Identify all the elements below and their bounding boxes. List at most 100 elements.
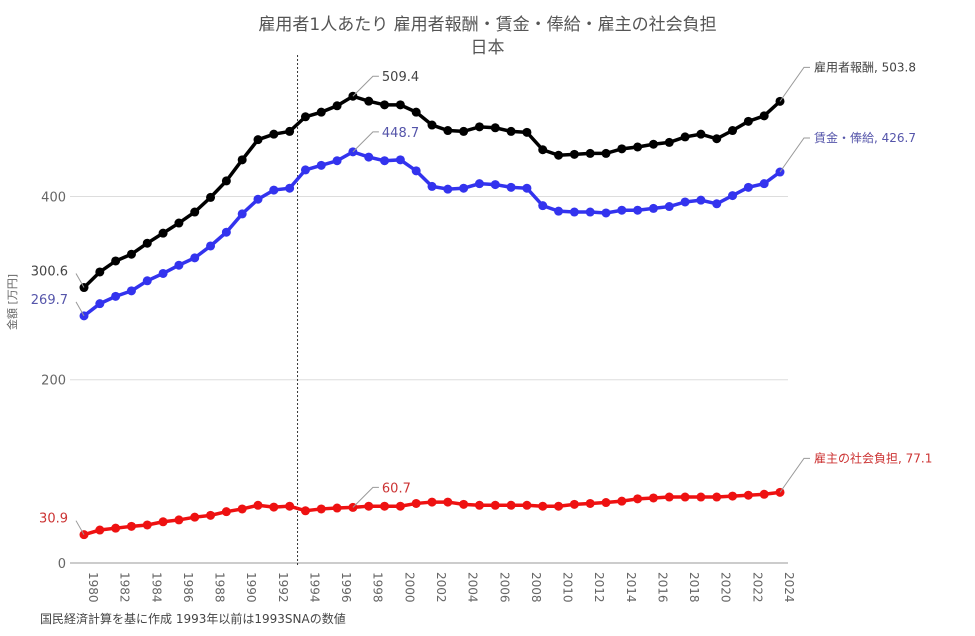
data-point (411, 107, 421, 117)
data-point (759, 111, 769, 121)
data-point (95, 299, 105, 309)
data-point (712, 134, 722, 144)
data-point (126, 286, 136, 296)
data-point (332, 101, 342, 111)
data-point (633, 205, 643, 215)
data-point (538, 145, 548, 155)
data-point (364, 501, 374, 511)
data-point (427, 120, 437, 130)
data-point (648, 203, 658, 213)
x-tick-label: 1998 (371, 572, 385, 603)
data-point (237, 209, 247, 219)
peak-value-label: 60.7 (382, 481, 411, 496)
leader-line (75, 273, 85, 288)
x-tick-label: 2014 (624, 572, 638, 603)
data-point (395, 100, 405, 110)
data-point (743, 116, 753, 126)
data-point (269, 129, 279, 139)
data-point (411, 166, 421, 176)
data-point (443, 497, 453, 507)
data-point (237, 155, 247, 165)
data-point (253, 194, 263, 204)
x-tick-label: 1994 (307, 572, 321, 603)
data-point (158, 228, 168, 238)
x-tick-label: 2000 (402, 572, 416, 603)
data-point (95, 525, 105, 535)
data-point (728, 191, 738, 201)
x-tick-label: 1986 (181, 572, 195, 603)
x-tick-label: 2022 (750, 572, 764, 603)
start-value-label: 30.9 (39, 512, 68, 527)
y-tick-label: 400 (41, 190, 66, 205)
series-line-1 (82, 149, 782, 318)
data-point (554, 206, 564, 216)
data-point (395, 155, 405, 165)
end-value-label: 雇用者報酬, 503.8 (814, 59, 916, 74)
peak-value-label: 509.4 (382, 70, 419, 85)
chart-subtitle: 日本 (470, 38, 505, 58)
data-point (158, 517, 168, 527)
data-point (190, 253, 200, 263)
data-point (316, 107, 326, 117)
data-point (743, 182, 753, 192)
data-point (332, 503, 342, 513)
data-point (569, 499, 579, 509)
x-tick-label: 2012 (592, 572, 606, 603)
data-point (427, 497, 437, 507)
data-point (316, 504, 326, 514)
data-point (633, 142, 643, 152)
x-tick-label: 2006 (497, 572, 511, 603)
x-tick-label: 1996 (339, 572, 353, 603)
data-point (474, 179, 484, 189)
start-value-label: 300.6 (31, 265, 68, 280)
data-point (490, 180, 500, 190)
data-point (111, 291, 121, 301)
y-tick-label: 200 (41, 374, 66, 389)
data-point (459, 126, 469, 136)
x-tick-label: 1980 (86, 572, 100, 603)
data-point (585, 498, 595, 508)
data-point (174, 515, 184, 525)
x-tick-label: 1984 (149, 572, 163, 603)
data-point (427, 181, 437, 191)
data-point (601, 148, 611, 158)
data-point (474, 122, 484, 132)
end-value-label: 雇主の社会負担, 77.1 (814, 450, 932, 465)
leader-line (352, 131, 379, 153)
data-point (126, 521, 136, 531)
data-point (522, 127, 532, 137)
data-point (522, 500, 532, 510)
data-point (253, 135, 263, 145)
data-point (380, 100, 390, 110)
data-point (269, 502, 279, 512)
data-point (95, 267, 105, 277)
data-point (206, 192, 216, 202)
data-point (443, 184, 453, 194)
data-point (680, 132, 690, 142)
data-point (617, 205, 627, 215)
leader-line (75, 520, 85, 535)
data-point (696, 492, 706, 502)
x-tick-label: 2002 (434, 572, 448, 603)
end-value-label: 賃金・俸給, 426.7 (814, 130, 916, 145)
start-value-label: 269.7 (31, 293, 68, 308)
data-point (221, 507, 231, 517)
data-point (712, 199, 722, 209)
data-point (585, 148, 595, 158)
data-point (648, 139, 658, 149)
data-point (633, 494, 643, 504)
data-point (728, 126, 738, 136)
data-point (111, 523, 121, 533)
data-point (221, 176, 231, 186)
leader-line (75, 301, 85, 317)
data-point (395, 501, 405, 511)
data-point (269, 185, 279, 195)
chart-title: 雇用者1人あたり 雇用者報酬・賃金・俸給・雇主の社会負担 (258, 15, 717, 35)
y-tick-label: 0 (58, 557, 66, 572)
data-point (648, 493, 658, 503)
data-point (506, 126, 516, 136)
data-point (443, 126, 453, 136)
data-point (554, 501, 564, 511)
data-point (411, 498, 421, 508)
data-point (664, 137, 674, 147)
